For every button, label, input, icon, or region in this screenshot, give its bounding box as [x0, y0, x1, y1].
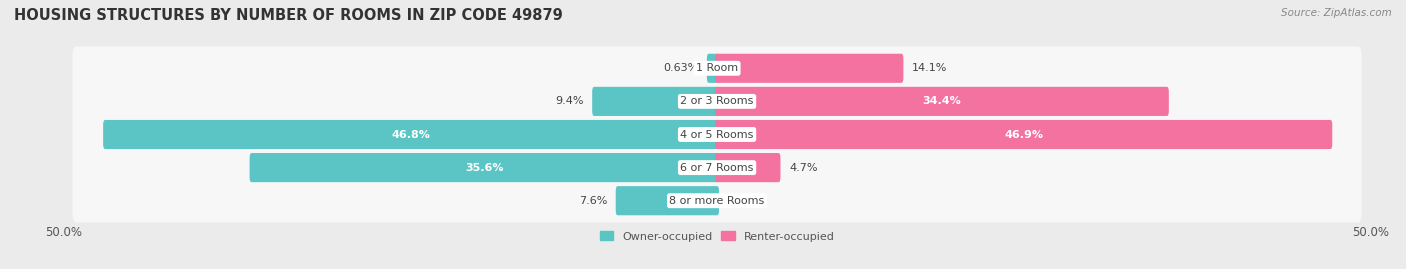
FancyBboxPatch shape — [716, 120, 1333, 149]
Legend: Owner-occupied, Renter-occupied: Owner-occupied, Renter-occupied — [595, 227, 839, 246]
Text: 1 Room: 1 Room — [696, 63, 738, 73]
Text: 8 or more Rooms: 8 or more Rooms — [669, 196, 765, 206]
Text: 6 or 7 Rooms: 6 or 7 Rooms — [681, 162, 754, 173]
FancyBboxPatch shape — [716, 153, 780, 182]
FancyBboxPatch shape — [592, 87, 718, 116]
Text: 7.6%: 7.6% — [579, 196, 607, 206]
Text: 0.0%: 0.0% — [727, 196, 756, 206]
Text: 0.63%: 0.63% — [664, 63, 699, 73]
FancyBboxPatch shape — [250, 153, 718, 182]
Text: 2 or 3 Rooms: 2 or 3 Rooms — [681, 96, 754, 107]
FancyBboxPatch shape — [616, 186, 718, 215]
FancyBboxPatch shape — [716, 54, 904, 83]
FancyBboxPatch shape — [73, 146, 1361, 189]
Text: 9.4%: 9.4% — [555, 96, 583, 107]
Text: 46.9%: 46.9% — [1004, 129, 1043, 140]
FancyBboxPatch shape — [73, 47, 1361, 90]
FancyBboxPatch shape — [103, 120, 718, 149]
FancyBboxPatch shape — [73, 179, 1361, 222]
FancyBboxPatch shape — [707, 54, 718, 83]
Text: 34.4%: 34.4% — [922, 96, 962, 107]
Text: 46.8%: 46.8% — [392, 129, 430, 140]
Text: 4.7%: 4.7% — [789, 162, 817, 173]
Text: 35.6%: 35.6% — [465, 162, 503, 173]
FancyBboxPatch shape — [73, 80, 1361, 123]
Text: HOUSING STRUCTURES BY NUMBER OF ROOMS IN ZIP CODE 49879: HOUSING STRUCTURES BY NUMBER OF ROOMS IN… — [14, 8, 562, 23]
Text: 14.1%: 14.1% — [912, 63, 948, 73]
FancyBboxPatch shape — [716, 87, 1168, 116]
Text: Source: ZipAtlas.com: Source: ZipAtlas.com — [1281, 8, 1392, 18]
Text: 4 or 5 Rooms: 4 or 5 Rooms — [681, 129, 754, 140]
FancyBboxPatch shape — [73, 113, 1361, 156]
